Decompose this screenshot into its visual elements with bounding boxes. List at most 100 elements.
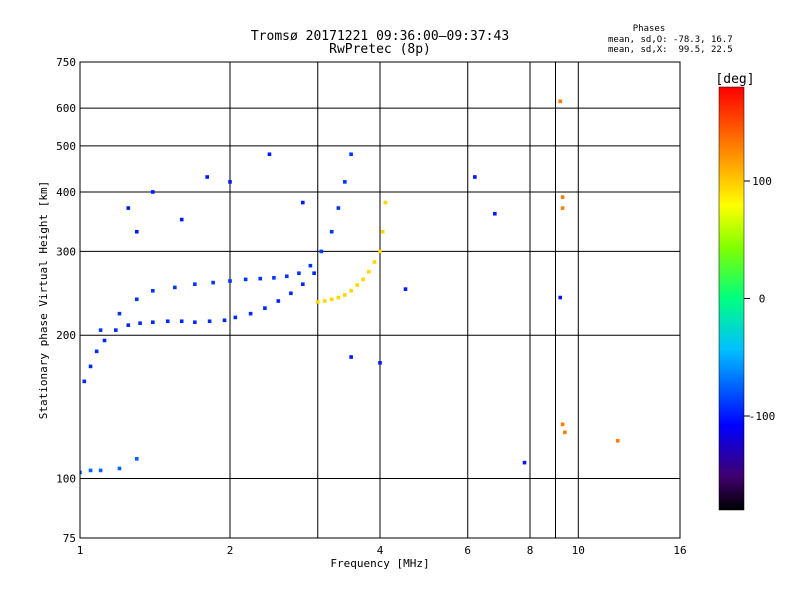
data-point	[558, 99, 563, 104]
data-point	[319, 249, 324, 254]
data-point	[114, 328, 118, 332]
colorbar: [deg] 100 0 -100	[715, 72, 775, 511]
x-tick-label: 2	[227, 544, 234, 557]
y-tick-label: 600	[56, 102, 76, 115]
grid	[79, 61, 681, 539]
data-point	[134, 457, 139, 461]
data-point	[473, 175, 477, 179]
x-tick-label: 8	[527, 544, 534, 557]
data-point	[267, 152, 272, 157]
data-point	[329, 229, 334, 234]
data-point	[134, 297, 139, 302]
data-point	[560, 195, 565, 199]
x-axis: 1 2 4 6 8 10 16	[77, 544, 687, 557]
x-tick-label: 1	[77, 544, 84, 557]
data-point	[248, 311, 253, 316]
data-point	[493, 211, 497, 216]
colorbar-ticks: 100 0 -100	[744, 175, 775, 423]
data-point	[558, 295, 563, 300]
data-point	[258, 276, 263, 281]
x-tick-label: 4	[377, 544, 384, 557]
data-point	[151, 320, 155, 325]
data-point	[211, 280, 215, 285]
x-tick-label: 6	[464, 544, 471, 557]
data-point	[243, 277, 248, 282]
data-point	[378, 249, 382, 254]
y-tick-label: 400	[56, 186, 76, 199]
data-point	[222, 318, 227, 323]
data-point	[383, 200, 388, 205]
data-point	[233, 315, 238, 320]
data-point	[349, 288, 353, 293]
y-tick-label: 500	[56, 140, 76, 153]
x-tick-label: 16	[673, 544, 686, 557]
data-point	[367, 269, 371, 274]
data-point	[289, 291, 293, 296]
data-point	[193, 320, 197, 325]
data-point	[336, 206, 341, 210]
data-point	[173, 285, 177, 290]
data-point	[88, 364, 93, 369]
y-tick-label: 200	[56, 329, 76, 342]
data-point	[615, 439, 620, 443]
data-point	[301, 282, 305, 287]
data-point	[228, 180, 232, 184]
data-point	[349, 152, 353, 157]
data-point	[522, 460, 527, 465]
data-point	[560, 422, 565, 427]
chart-subtitle: RwPretec (8p)	[329, 42, 431, 57]
data-point	[263, 306, 267, 310]
data-point	[205, 175, 209, 179]
data-point	[308, 263, 313, 268]
data-point	[563, 430, 567, 435]
data-point	[126, 206, 131, 210]
chart-title: Tromsø 20171221 09:36:00–09:37:43	[251, 29, 509, 44]
x-tick-label: 10	[572, 544, 585, 557]
data-point	[151, 190, 155, 194]
data-point	[94, 349, 99, 354]
colorbar-tick-label: -100	[749, 410, 776, 423]
plot-area: 1 2 4 6 8 10 16 75 100 200 300 400 500 600 750	[56, 56, 687, 557]
data-point	[378, 361, 382, 365]
plot-frame	[79, 61, 681, 539]
data-point	[272, 276, 276, 280]
data-point	[343, 180, 347, 184]
data-point	[134, 229, 139, 234]
data-point	[98, 328, 103, 332]
data-point	[80, 470, 82, 475]
data-point	[102, 338, 107, 343]
data-point	[88, 468, 93, 473]
data-point	[372, 260, 377, 264]
data-point	[138, 321, 142, 325]
data-point	[82, 379, 87, 384]
data-point	[276, 299, 281, 303]
data-point	[312, 271, 316, 276]
data-point	[179, 217, 184, 222]
colorbar-tick-label: 100	[752, 175, 772, 188]
y-tick-label: 75	[63, 532, 76, 545]
data-point	[98, 468, 103, 473]
y-tick-label: 100	[56, 473, 76, 486]
phases-line-o: mean, sd,O: -78.3, 16.7	[608, 35, 733, 45]
data-point	[165, 319, 170, 324]
data-point	[179, 319, 184, 324]
data-point	[403, 287, 408, 291]
colorbar-tick-label: 0	[759, 293, 766, 306]
data-point	[151, 288, 155, 293]
phases-info: Phases mean, sd,O: -78.3, 16.7 mean, sd,…	[608, 24, 733, 55]
data-point	[284, 274, 289, 279]
y-tick-label: 300	[56, 245, 76, 258]
data-point	[323, 299, 327, 303]
data-point	[207, 319, 212, 324]
data-point	[117, 311, 122, 316]
data-point	[329, 297, 334, 302]
data-point	[117, 466, 122, 471]
data-point	[126, 323, 131, 327]
data-point	[228, 279, 232, 283]
x-axis-label: Frequency [MHz]	[330, 557, 429, 570]
data-point	[343, 293, 347, 297]
y-axis: 75 100 200 300 400 500 600 750	[56, 56, 76, 545]
y-tick-label: 750	[56, 56, 76, 69]
phases-heading: Phases	[633, 24, 666, 34]
